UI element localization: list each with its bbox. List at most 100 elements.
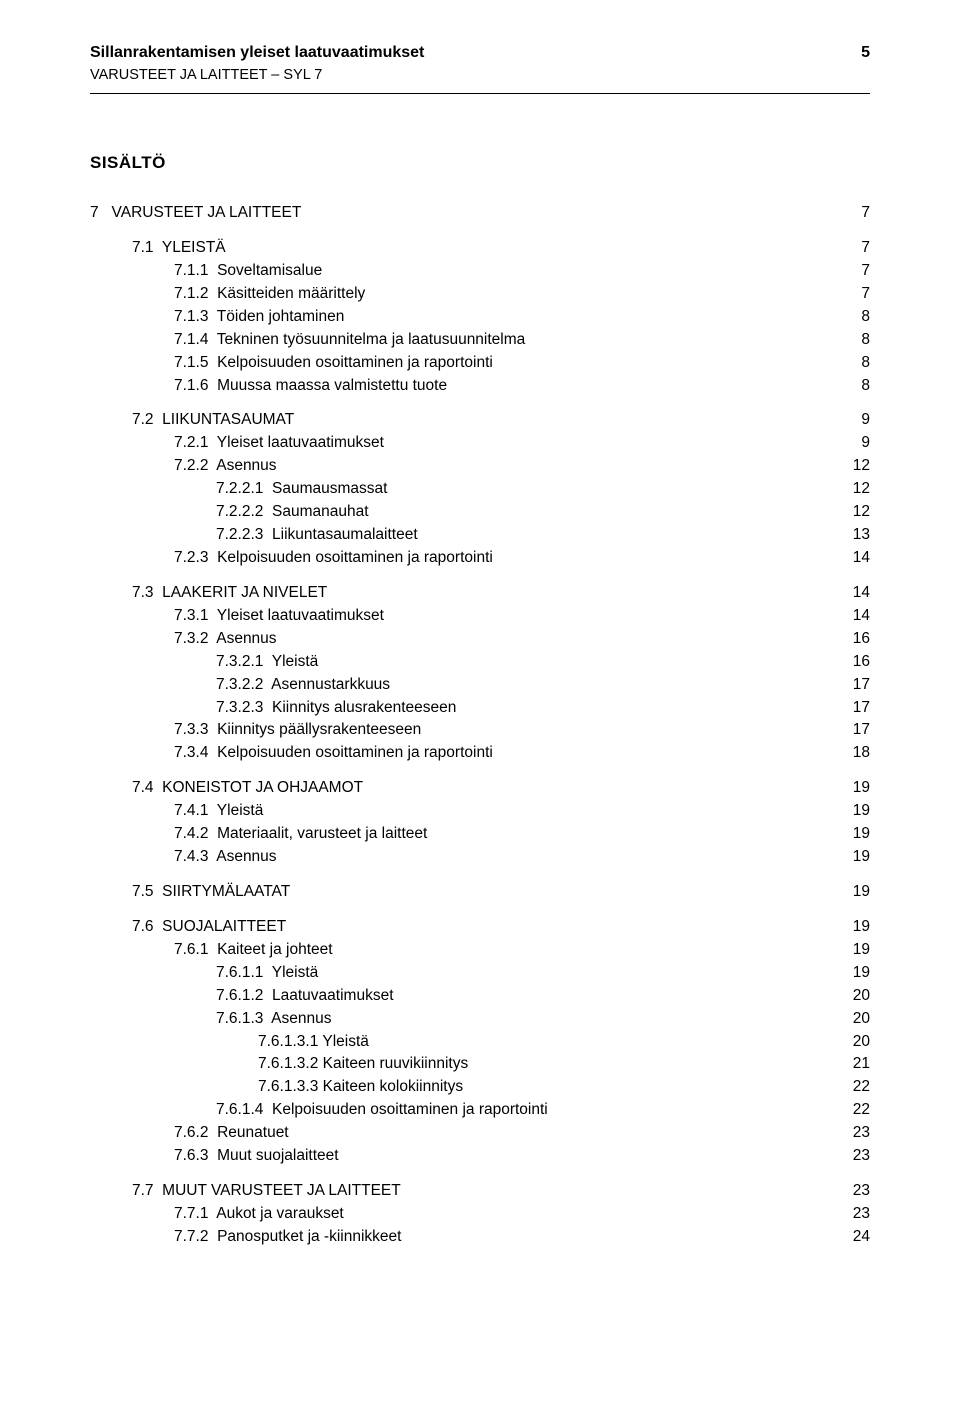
toc-page: 19 — [842, 801, 870, 822]
toc-page: 9 — [842, 410, 870, 431]
toc-label: 7.3.1 Yleiset laatuvaatimukset — [174, 606, 834, 627]
toc-row: 7.6.3 Muut suojalaitteet 23 — [90, 1146, 870, 1167]
toc-page: 12 — [842, 456, 870, 477]
toc-label: 7.2.2.1 Saumausmassat — [216, 479, 834, 500]
toc-page: 17 — [842, 720, 870, 741]
toc-row: 7.6.1.3 Asennus20 — [90, 1009, 870, 1030]
toc-label: 7.3.2.2 Asennustarkkuus — [216, 675, 834, 696]
toc-row: 7.1.4 Tekninen työsuunnitelma ja laatusu… — [90, 330, 870, 351]
toc-row: 7.3 LAAKERIT JA NIVELET 14 — [90, 583, 870, 604]
toc-row: 7.5 SIIRTYMÄLAATAT 19 — [90, 882, 870, 903]
toc-row: 7.6.1.3.1 Yleistä 20 — [90, 1032, 870, 1053]
toc-label: 7.2 LIIKUNTASAUMAT — [132, 410, 834, 431]
toc-page: 19 — [842, 882, 870, 903]
page: Sillanrakentamisen yleiset laatuvaatimuk… — [0, 0, 960, 1413]
toc-page: 12 — [842, 479, 870, 500]
toc-label: 7.1 YLEISTÄ — [132, 238, 834, 259]
header-rule — [90, 93, 870, 94]
toc-row: 7.3.2.1 Yleistä16 — [90, 652, 870, 673]
toc-label: 7.6.1 Kaiteet ja johteet — [174, 940, 834, 961]
toc-page: 21 — [842, 1054, 870, 1075]
toc-row: 7.6.1 Kaiteet ja johteet19 — [90, 940, 870, 961]
toc-row: 7.7.1 Aukot ja varaukset23 — [90, 1204, 870, 1225]
toc-page: 23 — [842, 1146, 870, 1167]
toc-label: 7.6.1.4 Kelpoisuuden osoittaminen ja rap… — [216, 1100, 834, 1121]
toc-label: 7.6.1.3.2 Kaiteen ruuvikiinnitys — [258, 1054, 834, 1075]
toc-row: 7.1.1 Soveltamisalue7 — [90, 261, 870, 282]
toc-page: 7 — [842, 238, 870, 259]
toc-row: 7.3.2.2 Asennustarkkuus17 — [90, 675, 870, 696]
toc-label: 7.6.1.1 Yleistä — [216, 963, 834, 984]
toc-page: 23 — [842, 1123, 870, 1144]
toc-label: 7.3.2 Asennus — [174, 629, 834, 650]
toc-page: 22 — [842, 1100, 870, 1121]
toc-row: 7.2.3 Kelpoisuuden osoittaminen ja rapor… — [90, 548, 870, 569]
toc-label: 7.2.2.2 Saumanauhat — [216, 502, 834, 523]
toc-page: 14 — [842, 548, 870, 569]
toc-label: 7.3 LAAKERIT JA NIVELET — [132, 583, 834, 604]
table-of-contents: 7 VARUSTEET JA LAITTEET77.1 YLEISTÄ77.1.… — [90, 203, 870, 1248]
toc-label: 7.4.2 Materiaalit, varusteet ja laitteet — [174, 824, 834, 845]
toc-label: 7.4.1 Yleistä — [174, 801, 834, 822]
toc-row: 7.3.3 Kiinnitys päällysrakenteeseen 17 — [90, 720, 870, 741]
toc-label: 7 VARUSTEET JA LAITTEET — [90, 203, 834, 224]
toc-label: 7.2.2 Asennus — [174, 456, 834, 477]
toc-label: 7.2.2.3 Liikuntasaumalaitteet — [216, 525, 834, 546]
toc-page: 16 — [842, 652, 870, 673]
toc-label: 7.6 SUOJALAITTEET — [132, 917, 834, 938]
toc-row: 7.4.2 Materiaalit, varusteet ja laitteet… — [90, 824, 870, 845]
toc-page: 19 — [842, 963, 870, 984]
toc-label: 7.3.3 Kiinnitys päällysrakenteeseen — [174, 720, 834, 741]
toc-page: 8 — [842, 353, 870, 374]
toc-row: 7.6.1.3.2 Kaiteen ruuvikiinnitys 21 — [90, 1054, 870, 1075]
toc-row: 7.3.1 Yleiset laatuvaatimukset 14 — [90, 606, 870, 627]
toc-row: 7.1.5 Kelpoisuuden osoittaminen ja rapor… — [90, 353, 870, 374]
toc-page: 20 — [842, 1032, 870, 1053]
toc-label: 7.5 SIIRTYMÄLAATAT — [132, 882, 834, 903]
toc-label: 7.6.2 Reunatuet — [174, 1123, 834, 1144]
toc-row: 7.2.2.2 Saumanauhat12 — [90, 502, 870, 523]
toc-row: 7 VARUSTEET JA LAITTEET 7 — [90, 203, 870, 224]
toc-row: 7.3.4 Kelpoisuuden osoittaminen ja rapor… — [90, 743, 870, 764]
toc-page: 17 — [842, 698, 870, 719]
toc-page: 8 — [842, 307, 870, 328]
toc-page: 14 — [842, 583, 870, 604]
toc-row: 7.6.1.4 Kelpoisuuden osoittaminen ja rap… — [90, 1100, 870, 1121]
toc-label: 7.7 MUUT VARUSTEET JA LAITTEET — [132, 1181, 834, 1202]
toc-page: 19 — [842, 778, 870, 799]
toc-label: 7.6.3 Muut suojalaitteet — [174, 1146, 834, 1167]
toc-label: 7.6.1.3.1 Yleistä — [258, 1032, 834, 1053]
toc-page: 14 — [842, 606, 870, 627]
toc-page: 22 — [842, 1077, 870, 1098]
toc-row: 7.2.2.1 Saumausmassat 12 — [90, 479, 870, 500]
contents-heading: SISÄLTÖ — [90, 152, 870, 175]
toc-row: 7.7 MUUT VARUSTEET JA LAITTEET23 — [90, 1181, 870, 1202]
header-line-1: Sillanrakentamisen yleiset laatuvaatimuk… — [90, 42, 870, 64]
toc-row: 7.4.3 Asennus 19 — [90, 847, 870, 868]
toc-page: 16 — [842, 629, 870, 650]
toc-page: 19 — [842, 847, 870, 868]
toc-label: 7.6.1.2 Laatuvaatimukset — [216, 986, 834, 1007]
toc-label: 7.2.3 Kelpoisuuden osoittaminen ja rapor… — [174, 548, 834, 569]
toc-row: 7.3.2.3 Kiinnitys alusrakenteeseen 17 — [90, 698, 870, 719]
header-title: Sillanrakentamisen yleiset laatuvaatimuk… — [90, 42, 424, 64]
toc-label: 7.3.4 Kelpoisuuden osoittaminen ja rapor… — [174, 743, 834, 764]
toc-page: 18 — [842, 743, 870, 764]
toc-label: 7.1.4 Tekninen työsuunnitelma ja laatusu… — [174, 330, 834, 351]
toc-label: 7.7.2 Panosputket ja -kiinnikkeet — [174, 1227, 834, 1248]
toc-label: 7.4.3 Asennus — [174, 847, 834, 868]
toc-label: 7.4 KONEISTOT JA OHJAAMOT — [132, 778, 834, 799]
toc-row: 7.3.2 Asennus 16 — [90, 629, 870, 650]
toc-label: 7.3.2.3 Kiinnitys alusrakenteeseen — [216, 698, 834, 719]
toc-page: 7 — [842, 284, 870, 305]
toc-row: 7.2.2 Asennus 12 — [90, 456, 870, 477]
toc-page: 7 — [842, 203, 870, 224]
toc-label: 7.6.1.3 Asennus — [216, 1009, 834, 1030]
toc-page: 7 — [842, 261, 870, 282]
toc-page: 24 — [842, 1227, 870, 1248]
toc-label: 7.1.5 Kelpoisuuden osoittaminen ja rapor… — [174, 353, 834, 374]
toc-label: 7.6.1.3.3 Kaiteen kolokiinnitys — [258, 1077, 834, 1098]
toc-row: 7.6.1.1 Yleistä 19 — [90, 963, 870, 984]
toc-page: 8 — [842, 376, 870, 397]
toc-row: 7.2.2.3 Liikuntasaumalaitteet13 — [90, 525, 870, 546]
